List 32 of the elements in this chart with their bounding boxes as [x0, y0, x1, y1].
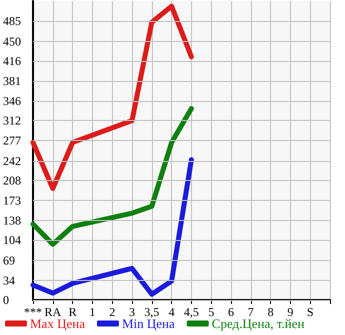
- x-tick-label: 3,5: [144, 305, 160, 319]
- x-tick-label: S: [306, 305, 314, 319]
- x-tick-label: 4: [168, 305, 175, 319]
- x-tick-label: 8: [268, 305, 274, 319]
- y-tick-label: 242: [3, 154, 21, 168]
- x-tick-label: RA: [44, 305, 62, 319]
- x-tick-label: ***: [24, 305, 42, 319]
- y-tick-label: 173: [3, 194, 21, 208]
- x-tick-label: 7: [248, 305, 254, 319]
- x-tick-label: 3: [129, 305, 135, 319]
- y-tick-label: 34: [3, 273, 15, 288]
- legend-label: Сред.Цена, т.йен: [212, 316, 304, 331]
- y-tick-label: 450: [3, 34, 21, 48]
- x-tick-label: 2: [109, 305, 116, 319]
- legend-label: Max Цена: [30, 316, 86, 331]
- y-tick-label: 0: [3, 293, 9, 307]
- x-tick-label: 1: [89, 305, 96, 319]
- y-tick-label: 346: [3, 94, 21, 108]
- x-tick-label: 4,5: [184, 305, 199, 319]
- y-tick-label: 381: [3, 74, 21, 88]
- x-tick-label: 6: [228, 305, 234, 319]
- y-tick-label: 138: [3, 214, 21, 228]
- x-tick-label: R: [68, 305, 77, 319]
- y-tick-label: 312: [3, 114, 21, 128]
- y-tick-label: 104: [3, 233, 21, 248]
- y-tick-label: 69: [3, 253, 15, 268]
- x-tick-label: 5: [208, 305, 214, 319]
- y-tick-label: 416: [3, 54, 21, 68]
- y-tick-label: 208: [3, 173, 21, 188]
- x-tick-label: 9: [287, 305, 294, 319]
- y-tick-label: 277: [3, 134, 21, 148]
- y-tick-label: 485: [3, 14, 21, 28]
